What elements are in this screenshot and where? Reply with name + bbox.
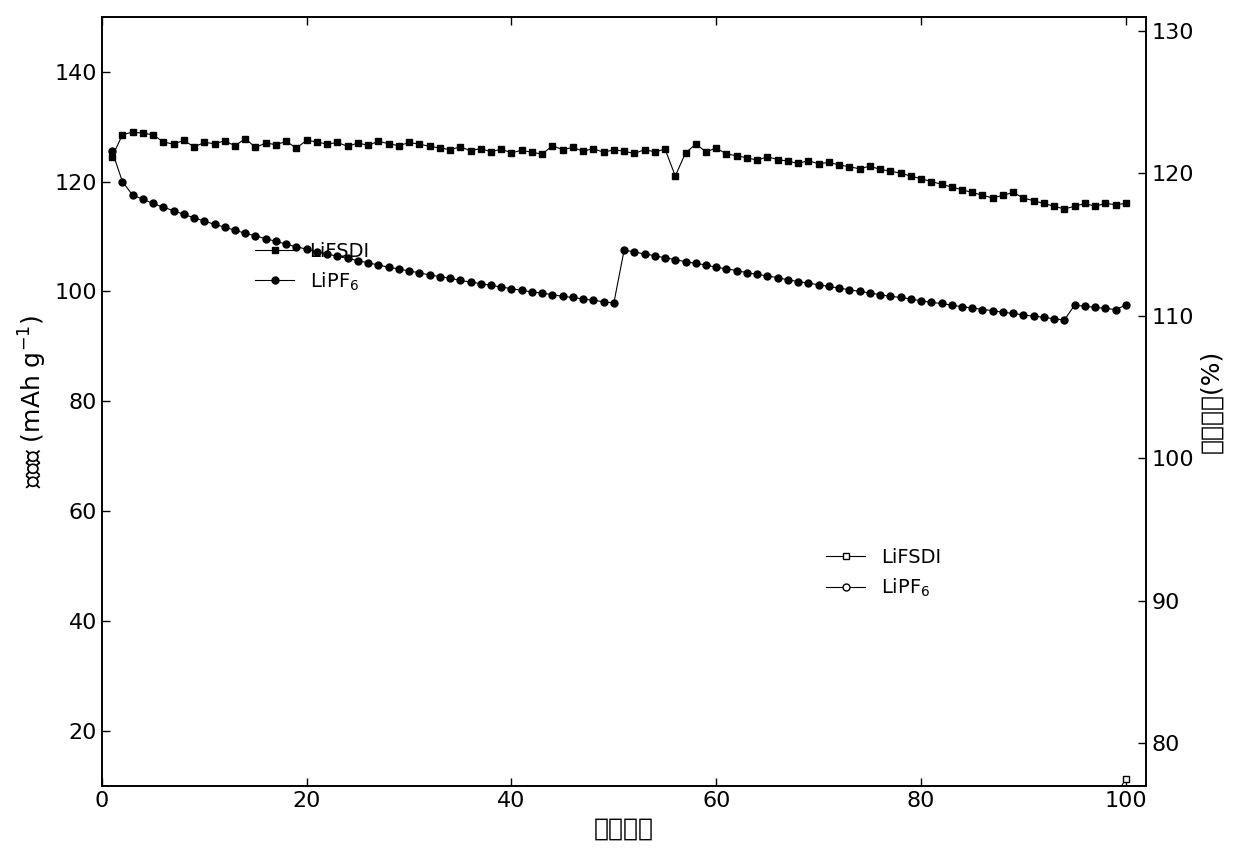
Line: LiFSDI: LiFSDI	[109, 129, 1130, 213]
Line: LiPF$_6$: LiPF$_6$	[109, 147, 1130, 323]
LiPF$_6$	[1118, 817, 1133, 827]
LiPF$_6$	[709, 262, 724, 273]
Y-axis label: 比容量 (mAh g$^{-1}$): 比容量 (mAh g$^{-1}$)	[16, 315, 48, 488]
LiFSDI	[125, 127, 140, 137]
LiFSDI	[1047, 791, 1061, 801]
LiPF$_6$	[709, 834, 724, 844]
LiFSDI	[104, 838, 119, 848]
LiPF$_6$	[627, 834, 642, 844]
LiFSDI	[627, 802, 642, 812]
LiPF$_6$	[299, 834, 314, 844]
LiPF$_6$	[1068, 835, 1083, 845]
LiFSDI	[1118, 774, 1133, 784]
LiFSDI	[299, 802, 314, 812]
LiFSDI	[104, 152, 119, 162]
LiPF$_6$	[1118, 300, 1133, 310]
LiPF$_6$	[627, 247, 642, 257]
LiFSDI	[351, 138, 366, 148]
LiFSDI	[1087, 201, 1102, 212]
LiPF$_6$	[1037, 312, 1052, 322]
LiPF$_6$	[340, 834, 355, 844]
LiPF$_6$	[299, 244, 314, 255]
Legend: LiFSDI, LiPF$_6$: LiFSDI, LiPF$_6$	[818, 541, 949, 607]
Line: LiFSDI: LiFSDI	[109, 776, 1130, 857]
X-axis label: 循环次数: 循环次数	[594, 817, 655, 841]
LiFSDI	[719, 149, 734, 159]
LiFSDI	[1078, 788, 1092, 798]
LiPF$_6$	[340, 254, 355, 264]
LiFSDI	[637, 145, 652, 155]
LiFSDI	[1047, 201, 1061, 212]
LiFSDI	[1056, 204, 1071, 214]
LiFSDI	[1118, 198, 1133, 208]
LiPF$_6$	[1078, 301, 1092, 311]
LiPF$_6$	[1056, 315, 1071, 325]
LiPF$_6$	[104, 147, 119, 157]
LiFSDI	[340, 802, 355, 812]
Line: LiPF$_6$: LiPF$_6$	[109, 818, 1130, 857]
LiFSDI	[709, 802, 724, 812]
LiPF$_6$	[1037, 834, 1052, 844]
Y-axis label: 库伦效率(%): 库伦效率(%)	[1199, 350, 1224, 452]
LiFSDI	[310, 137, 325, 147]
